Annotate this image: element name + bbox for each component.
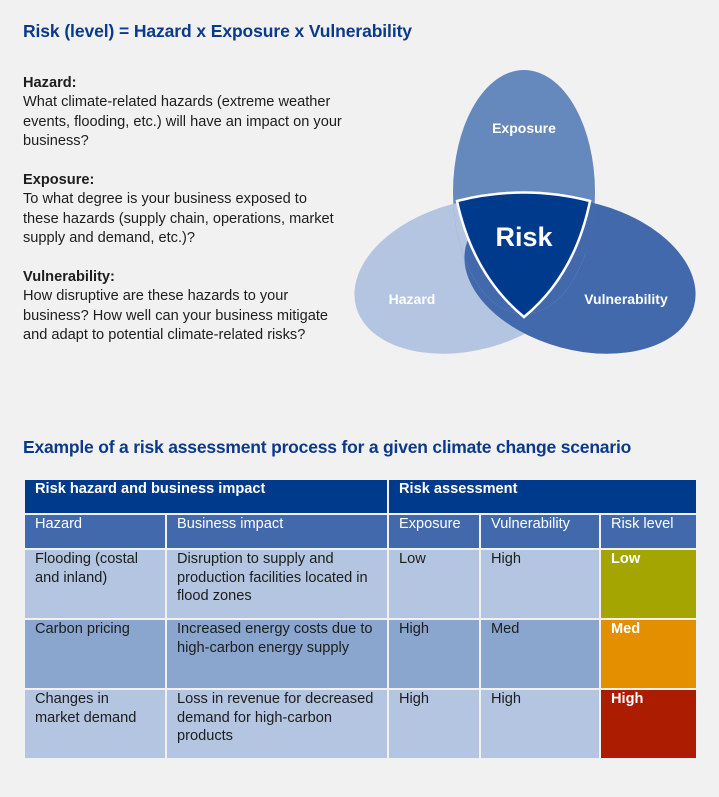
definition-hazard: Hazard: What climate-related hazards (ex… xyxy=(23,74,343,152)
risk-label: Risk xyxy=(495,222,553,252)
cell-risk-level: High xyxy=(598,688,699,760)
definition-text: What climate-related hazards (extreme we… xyxy=(23,94,342,150)
risk-assessment-table: Risk hazard and business impact Risk ass… xyxy=(23,478,699,760)
exposure-label: Exposure xyxy=(492,120,556,136)
hazard-label: Hazard xyxy=(389,291,436,307)
cell-vulnerability: High xyxy=(479,688,601,760)
cell-risk-level: Low xyxy=(598,548,699,620)
table-group-header-row: Risk hazard and business impact Risk ass… xyxy=(23,478,699,515)
cell-hazard: Changes in market demand xyxy=(23,688,167,760)
definition-term: Exposure: xyxy=(23,172,95,189)
table-title: Example of a risk assessment process for… xyxy=(23,437,632,457)
definition-exposure: Exposure: To what degree is your busines… xyxy=(23,171,343,249)
cell-exposure: High xyxy=(387,618,481,690)
risk-intersection xyxy=(455,191,592,319)
cell-business-impact: Disruption to supply and production faci… xyxy=(165,548,389,620)
cell-business-impact: Loss in revenue for decreased demand for… xyxy=(165,688,389,760)
definition-vulnerability: Vulnerability: How disruptive are these … xyxy=(23,268,343,346)
cell-business-impact: Increased energy costs due to high-carbo… xyxy=(165,618,389,690)
cell-exposure: Low xyxy=(387,548,481,620)
cell-hazard: Flooding (costal and inland) xyxy=(23,548,167,620)
table-column-header-row: Hazard Business impact Exposure Vulnerab… xyxy=(23,513,699,550)
definition-term: Vulnerability: xyxy=(23,269,115,286)
table-row: Changes in market demand Loss in revenue… xyxy=(23,688,699,760)
group-header-risk-assessment: Risk assessment xyxy=(386,478,699,515)
column-header-hazard: Hazard xyxy=(23,513,167,550)
column-header-vulnerability: Vulnerability xyxy=(479,513,601,550)
definitions: Hazard: What climate-related hazards (ex… xyxy=(23,74,343,365)
definition-text: How disruptive are these hazards to your… xyxy=(23,288,328,344)
column-header-business-impact: Business impact xyxy=(165,513,389,550)
cell-exposure: High xyxy=(387,688,481,760)
cell-hazard: Carbon pricing xyxy=(23,618,167,690)
cell-vulnerability: Med xyxy=(479,618,601,690)
risk-venn-diagram: Exposure Hazard Vulnerability Risk xyxy=(354,70,696,354)
definition-text: To what degree is your business exposed … xyxy=(23,191,334,247)
group-header-business-impact: Risk hazard and business impact xyxy=(23,478,389,515)
vulnerability-label: Vulnerability xyxy=(584,291,668,307)
table-row: Carbon pricing Increased energy costs du… xyxy=(23,618,699,690)
column-header-risk-level: Risk level xyxy=(598,513,699,550)
page-title: Risk (level) = Hazard x Exposure x Vulne… xyxy=(23,21,412,41)
definition-term: Hazard: xyxy=(23,75,77,91)
table-row: Flooding (costal and inland) Disruption … xyxy=(23,548,699,620)
column-header-exposure: Exposure xyxy=(387,513,481,550)
cell-vulnerability: High xyxy=(479,548,601,620)
cell-risk-level: Med xyxy=(598,618,699,690)
